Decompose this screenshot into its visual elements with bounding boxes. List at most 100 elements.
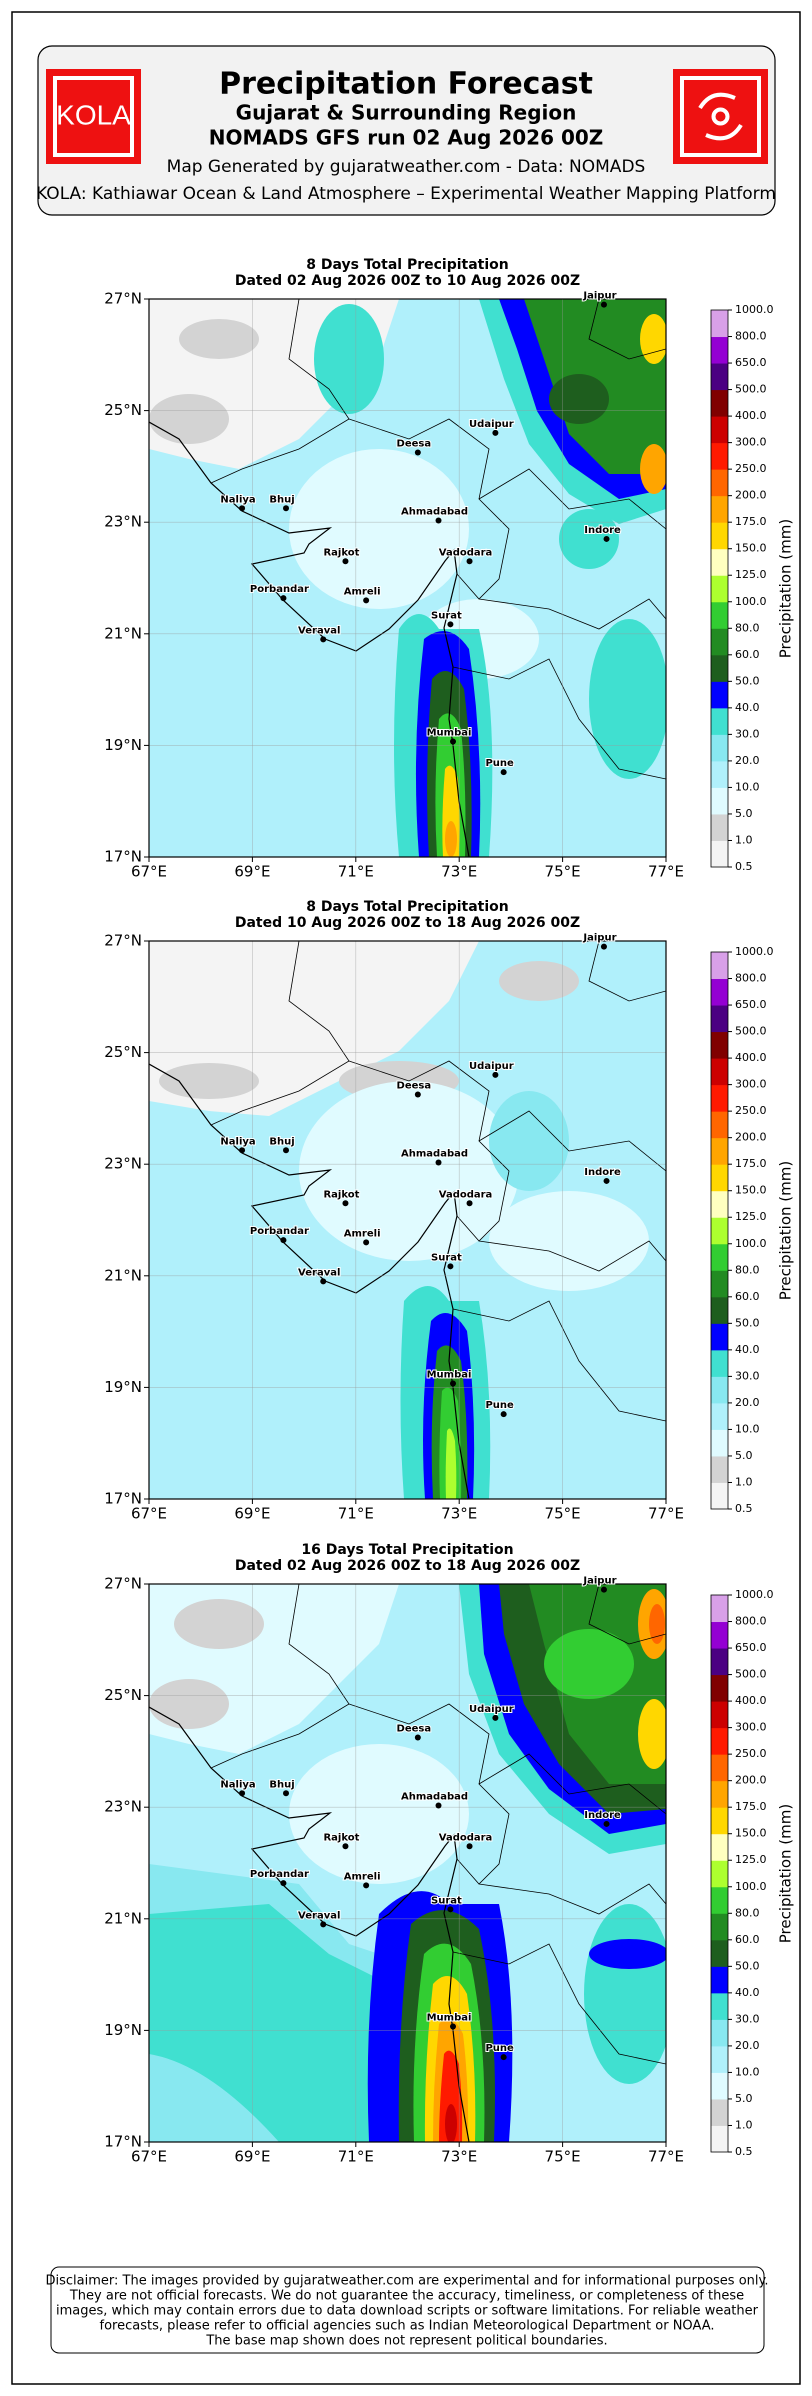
colorbar-swatch [711, 1966, 728, 1994]
y-tick-label: 19°N [104, 1378, 142, 1396]
city-marker [280, 1880, 287, 1887]
colorbar-tick-label: 400.0 [735, 1694, 767, 1707]
city-marker [492, 1714, 499, 1721]
city-marker [603, 1820, 610, 1827]
colorbar-tick-label: 5.0 [735, 2092, 753, 2105]
y-tick-label: 19°N [104, 2021, 142, 2039]
city-marker [449, 738, 456, 745]
city-label: Amreli [344, 1871, 381, 1882]
colorbar-swatch [711, 442, 728, 470]
colorbar-tick-label: 30.0 [735, 1369, 760, 1382]
colorbar-swatch [711, 522, 728, 550]
city-marker [435, 1159, 442, 1166]
city-marker [492, 429, 499, 436]
colorbar-swatch [711, 840, 728, 868]
city-marker [435, 517, 442, 524]
x-tick-label: 75°E [545, 863, 581, 881]
city-label: Bhuj [269, 1136, 294, 1147]
colorbar-swatch [711, 1886, 728, 1914]
colorbar-tick-label: 60.0 [735, 1290, 760, 1303]
colorbar-swatch [711, 1595, 728, 1623]
x-tick-label: 77°E [648, 1505, 684, 1523]
city-label: Rajkot [323, 1189, 359, 1200]
colorbar-tick-label: 200.0 [735, 1774, 767, 1787]
city-marker [342, 1200, 349, 1207]
x-tick-label: 73°E [441, 863, 477, 881]
precip-contours [149, 299, 666, 857]
colorbar-tick-label: 650.0 [735, 356, 767, 369]
y-tick-label: 25°N [104, 401, 142, 419]
x-tick-label: 69°E [234, 2148, 270, 2166]
x-tick-label: 69°E [234, 1505, 270, 1523]
colorbar-tick-label: 0.5 [735, 860, 753, 873]
city-marker [449, 2023, 456, 2030]
colorbar-swatch [711, 1349, 728, 1377]
map-subtitle: Dated 02 Aug 2026 00Z to 18 Aug 2026 00Z [235, 1558, 580, 1574]
colorbar-tick-label: 1000.0 [735, 1588, 774, 1601]
colorbar-swatch [711, 1111, 728, 1139]
colorbar-swatch [711, 1833, 728, 1861]
city-label: Indore [584, 1167, 621, 1178]
colorbar-tick-label: 125.0 [735, 1853, 767, 1866]
y-tick-label: 21°N [104, 1266, 142, 1284]
city-marker [320, 1278, 327, 1285]
colorbar-swatch [711, 601, 728, 629]
colorbar-swatch [711, 469, 728, 497]
colorbar-swatch [711, 787, 728, 815]
x-tick-label: 67°E [131, 2148, 167, 2166]
map-title: 8 Days Total Precipitation [306, 899, 509, 915]
colorbar-swatch [711, 1217, 728, 1245]
city-marker [363, 1882, 370, 1889]
city-marker [280, 1237, 287, 1244]
logo-text: KOLA [56, 99, 131, 130]
colorbar-tick-label: 125.0 [735, 568, 767, 581]
y-tick-label: 17°N [104, 848, 142, 866]
city-label: Rajkot [323, 547, 359, 558]
map-title: 16 Days Total Precipitation [301, 1542, 513, 1558]
colorbar-swatch [711, 416, 728, 444]
city-marker [239, 505, 246, 512]
header-title: Precipitation Forecast [219, 67, 593, 102]
city-marker [320, 1921, 327, 1928]
y-tick-label: 21°N [104, 624, 142, 642]
city-marker [414, 449, 421, 456]
colorbar-swatch [711, 1243, 728, 1271]
colorbar-frame [710, 309, 729, 868]
colorbar-swatch [711, 1137, 728, 1165]
city-marker [239, 1790, 246, 1797]
city-label: Pune [485, 2043, 514, 2054]
x-tick-label: 69°E [234, 863, 270, 881]
x-tick-label: 71°E [338, 2148, 374, 2166]
colorbar-label: Precipitation (mm) [777, 1161, 795, 1300]
city-marker [603, 535, 610, 542]
city-label: Ahmadabad [401, 1149, 468, 1160]
map-frame [148, 298, 667, 858]
colorbar-swatch [711, 2019, 728, 2047]
map-field [149, 299, 666, 857]
map-subtitle: Dated 02 Aug 2026 00Z to 10 Aug 2026 00Z [235, 273, 580, 289]
colorbar-swatch [711, 1648, 728, 1676]
colorbar-swatch [711, 1780, 728, 1808]
header-platform: KOLA: Kathiawar Ocean & Land Atmosphere … [36, 184, 776, 204]
colorbar-tick-label: 300.0 [735, 1721, 767, 1734]
city-marker [363, 1239, 370, 1246]
city-marker [466, 1843, 473, 1850]
city-label: Veraval [298, 625, 340, 636]
precip-contours [149, 941, 666, 1499]
map-frame [148, 1583, 667, 2143]
x-tick-label: 75°E [545, 2148, 581, 2166]
y-tick-label: 25°N [104, 1686, 142, 1704]
colorbar-tick-label: 10.0 [735, 2065, 760, 2078]
colorbar-swatch [711, 681, 728, 709]
logo-left [46, 69, 141, 164]
colorbar-swatch [711, 2125, 728, 2153]
colorbar-tick-label: 20.0 [735, 1396, 760, 1409]
city-label: Deesa [397, 438, 432, 449]
colorbar-tick-label: 400.0 [735, 409, 767, 422]
colorbar-tick-label: 1000.0 [735, 945, 774, 958]
city-label: Surat [431, 1895, 462, 1906]
colorbar-tick-label: 50.0 [735, 674, 760, 687]
city-label: Jaipur [582, 933, 616, 944]
disclaimer-line: They are not official forecasts. We do n… [69, 2289, 744, 2304]
colorbar-swatch [711, 1674, 728, 1702]
